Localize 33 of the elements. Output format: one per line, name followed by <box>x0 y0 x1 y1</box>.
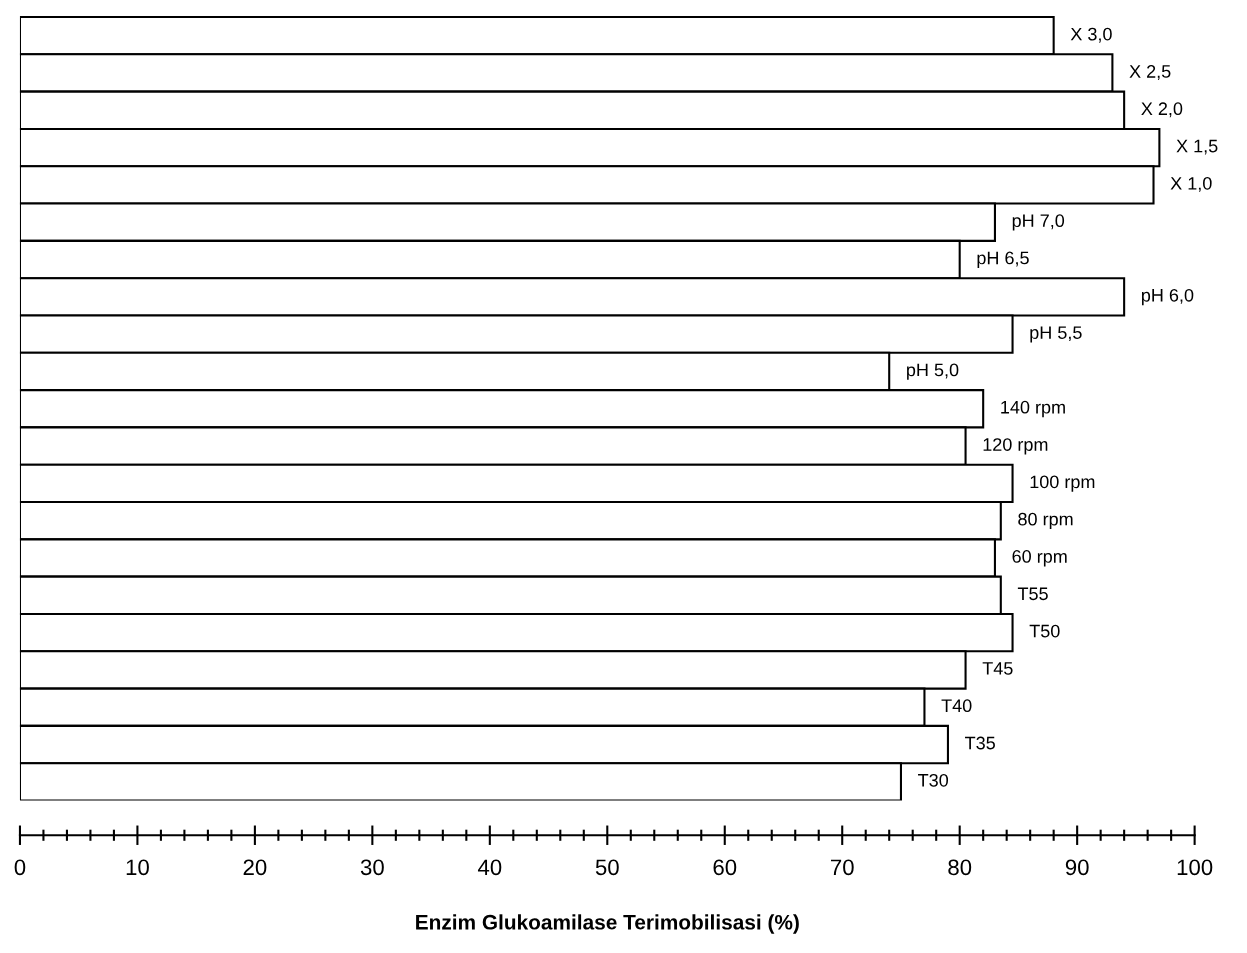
y-tick-label: X 2,0 <box>1141 102 1183 118</box>
x-tick-label: 80 <box>948 859 972 876</box>
y-tick-label: 140 rpm <box>1001 400 1065 418</box>
y-tick-label: pH 6,5 <box>977 251 1029 268</box>
x-tick-label: 50 <box>595 859 619 876</box>
x-tick-label: 20 <box>243 859 267 876</box>
x-tick-label: 60 <box>713 859 737 876</box>
x-tick-label: 40 <box>477 859 502 876</box>
y-tick-label: pH 5,0 <box>907 363 959 380</box>
x-tick-label: 10 <box>126 859 149 876</box>
y-tick-label: 60 rpm <box>1012 550 1067 567</box>
y-tick-label: T55 <box>1017 587 1048 601</box>
y-tick-label: T35 <box>965 736 995 750</box>
y-tick-label: T40 <box>941 699 972 713</box>
y-tick-label: X 2,5 <box>1129 65 1171 80</box>
y-tick-label: 100 rpm <box>1030 475 1095 492</box>
y-tick-label: T45 <box>982 662 1013 675</box>
y-tick-label: pH 6,0 <box>1141 288 1194 306</box>
x-tick-label: 100 <box>1177 859 1213 876</box>
x-tick-label: 0 <box>14 859 26 876</box>
y-tick-label: X 3,0 <box>1070 27 1112 43</box>
y-tick-label: X 1,5 <box>1176 139 1218 155</box>
y-tick-label: pH 5,5 <box>1030 326 1082 343</box>
y-tick-label: 80 rpm <box>1018 512 1073 530</box>
y-tick-label: T50 <box>1029 624 1060 638</box>
x-tick-label: 30 <box>360 859 384 876</box>
x-tick-label: 90 <box>1065 859 1089 876</box>
y-tick-label: T30 <box>918 773 949 787</box>
y-tick-label: 120 rpm <box>983 438 1048 455</box>
x-tick-label: 70 <box>831 859 854 876</box>
x-axis-title: Enzim Glukoamilase Terimobilisasi (%) <box>416 914 799 934</box>
y-tick-label: pH 7,0 <box>1012 214 1065 231</box>
y-tick-label: X 1,0 <box>1170 176 1212 192</box>
